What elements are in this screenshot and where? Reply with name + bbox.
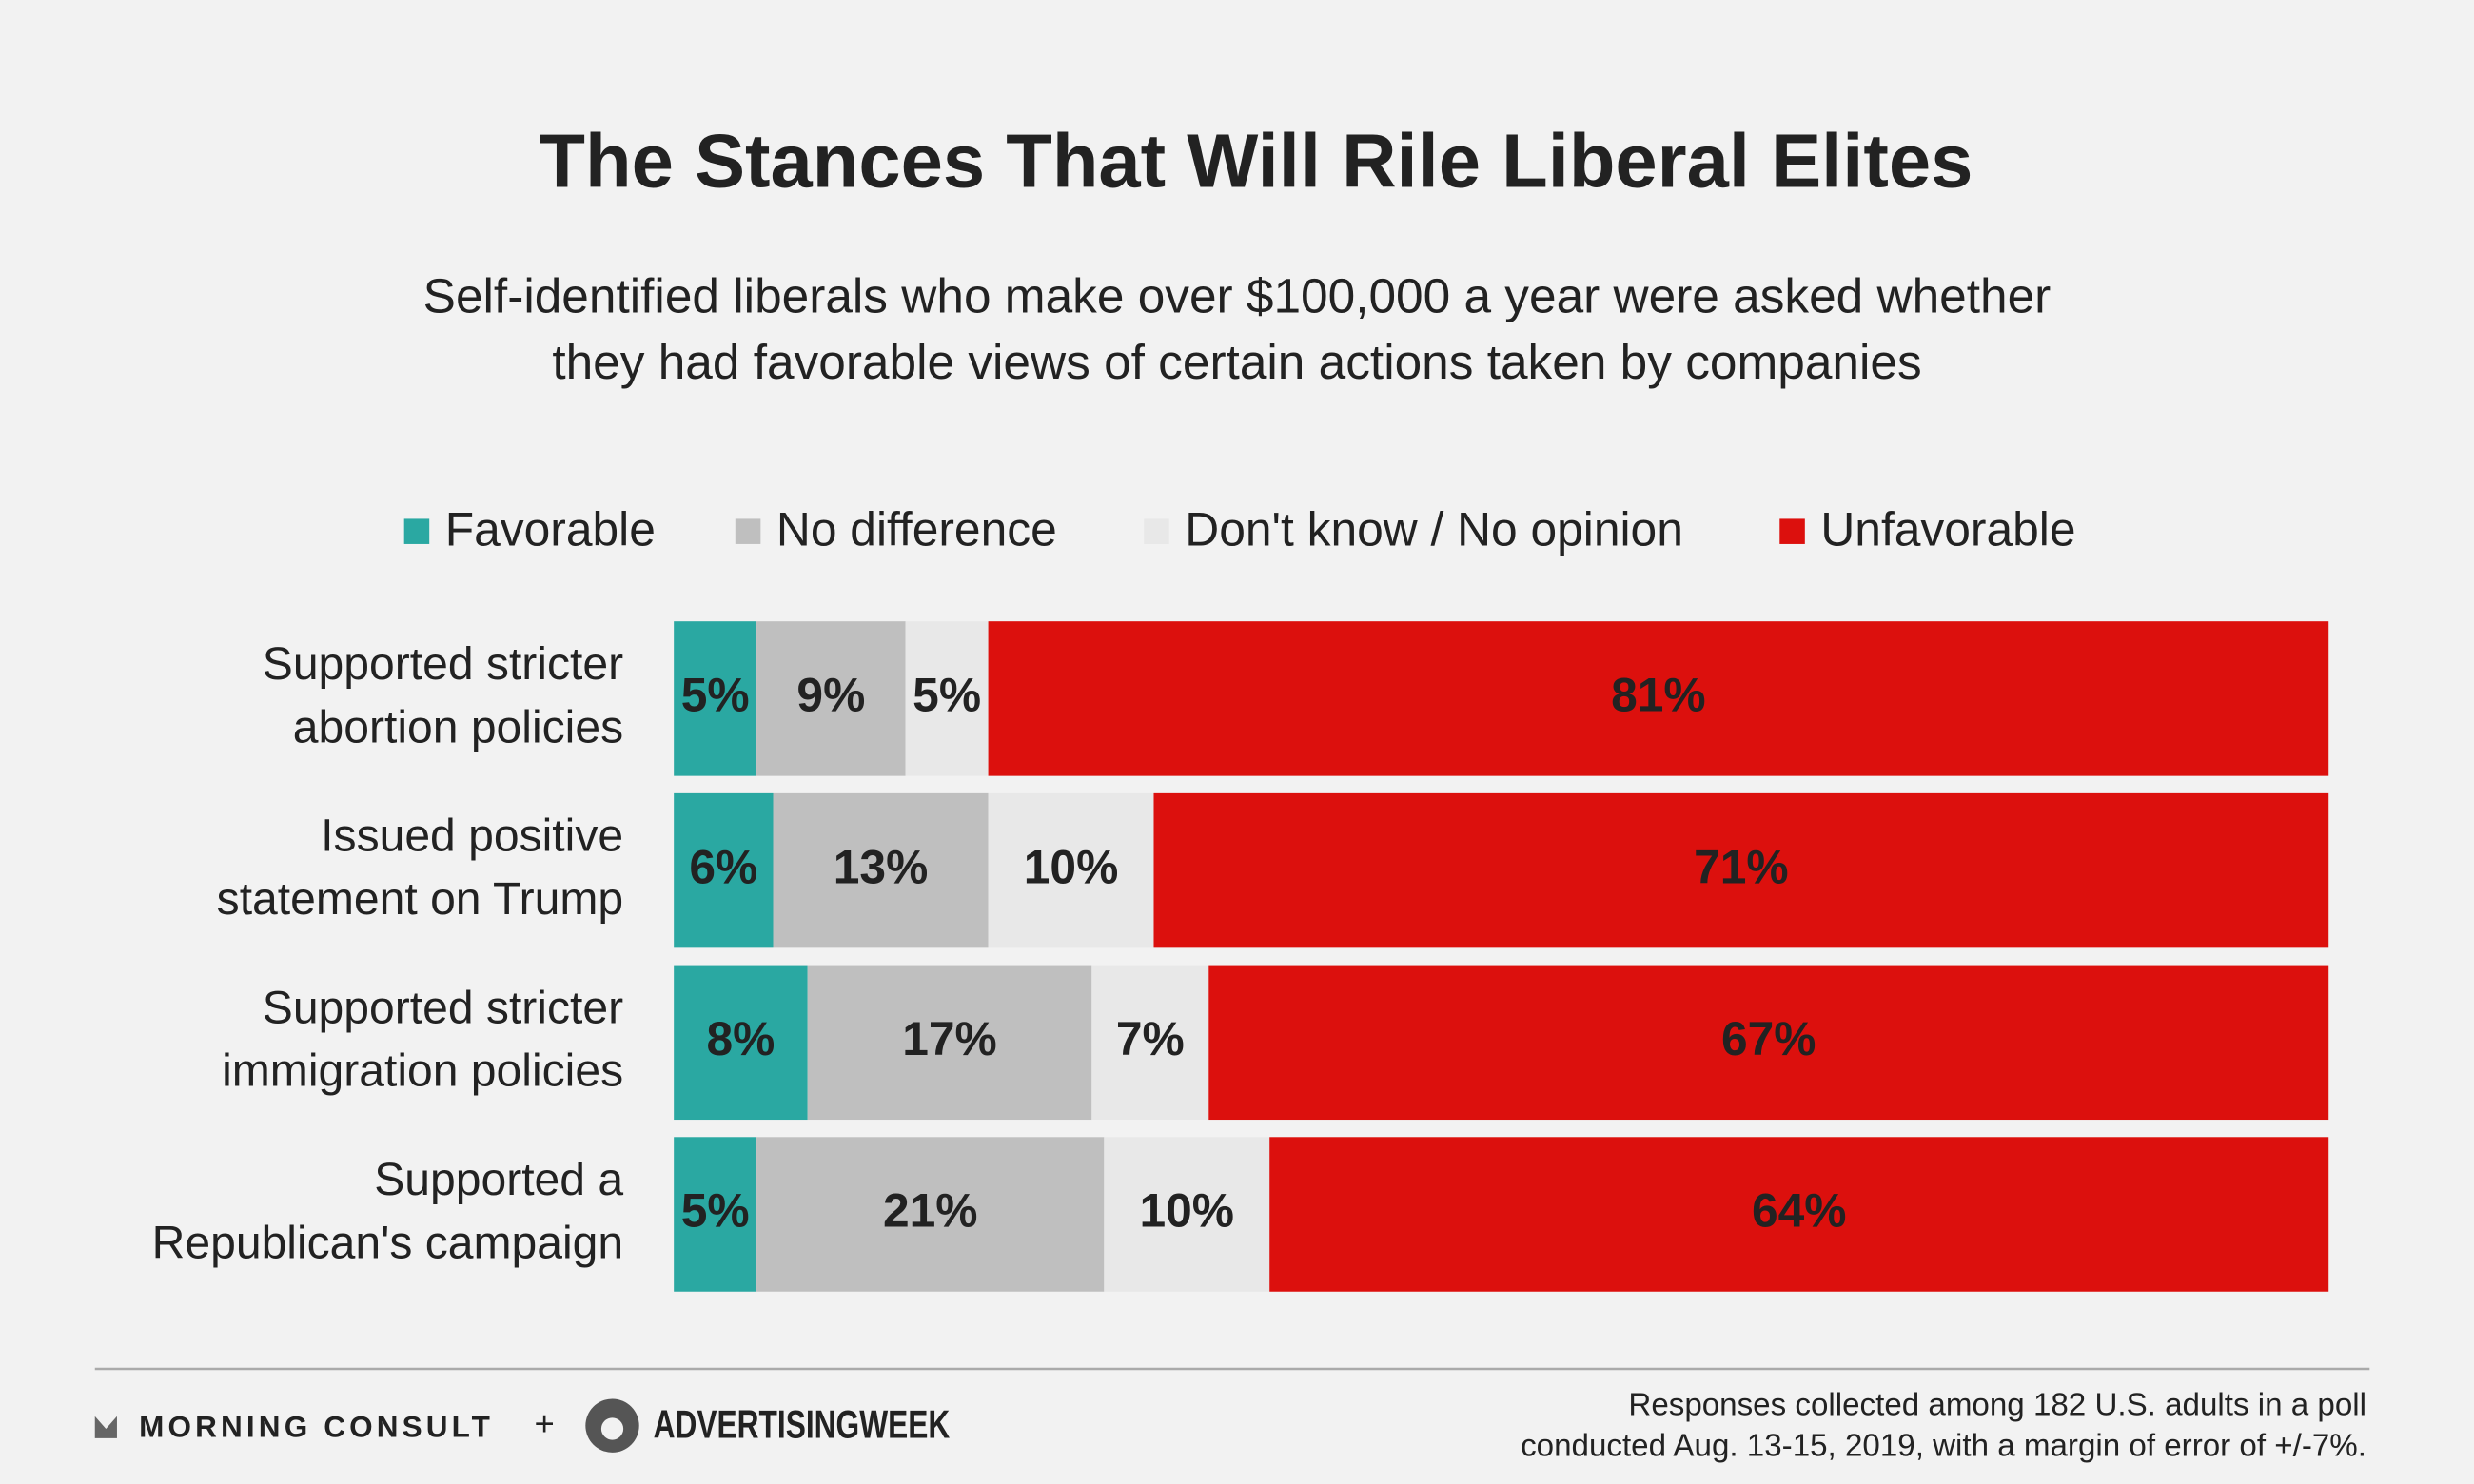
data-label: 5% <box>681 1184 750 1238</box>
data-label: 9% <box>796 669 865 722</box>
bar-segment <box>905 621 989 776</box>
data-label: 17% <box>902 1012 997 1065</box>
category-label: Supported a <box>374 1154 623 1205</box>
source-note: Responses collected among 182 U.S. adult… <box>1628 1388 2366 1423</box>
data-label: 71% <box>1694 840 1789 893</box>
chart-title: The Stances That Will Rile Liberal Elite… <box>539 119 1973 204</box>
bar-segment <box>988 621 2329 776</box>
data-label: 13% <box>834 840 929 893</box>
subtitle: Self-identified liberals who make over $… <box>423 268 2052 323</box>
legend-swatch <box>1779 518 1805 544</box>
bar-segment <box>1269 1137 2329 1292</box>
bar-segment <box>756 621 906 776</box>
brand: ADVERTISINGWEEK <box>654 1401 951 1446</box>
category-label: immigration policies <box>222 1045 623 1097</box>
legend-swatch <box>403 518 430 544</box>
bar-segment <box>1104 1137 1270 1292</box>
data-label: 21% <box>883 1184 978 1238</box>
legend-label: Favorable <box>445 502 656 556</box>
data-label: 8% <box>706 1012 775 1065</box>
data-label: 64% <box>1752 1184 1847 1238</box>
data-label: 6% <box>689 840 757 893</box>
category-label: Issued positive <box>321 810 623 862</box>
bar-segment <box>807 965 1092 1121</box>
data-label: 67% <box>1721 1012 1816 1065</box>
bar-segment <box>674 1137 757 1292</box>
legend-swatch <box>1144 518 1169 544</box>
category-label: Supported stricter <box>263 982 623 1033</box>
category-label: Supported stricter <box>263 638 623 690</box>
data-label: 81% <box>1611 669 1706 722</box>
data-label: 10% <box>1140 1184 1235 1238</box>
legend-swatch <box>735 518 761 544</box>
bar-segment <box>988 792 1154 948</box>
bar-segment <box>674 792 774 948</box>
data-label: 5% <box>681 669 750 722</box>
bar-segment <box>674 621 757 776</box>
source-note: conducted Aug. 13-15, 2019, with a margi… <box>1521 1429 2366 1464</box>
bar-segment <box>1153 792 2329 948</box>
bar-segment <box>773 792 989 948</box>
category-label: Republican's campaign <box>152 1217 623 1268</box>
data-label: 10% <box>1024 840 1119 893</box>
logo-icon <box>600 1417 624 1440</box>
category-label: statement on Trump <box>217 873 623 925</box>
legend-label: No difference <box>776 502 1057 556</box>
logo-icon <box>94 1416 117 1438</box>
bar-segment <box>1208 965 2329 1121</box>
plus: + <box>535 1403 555 1442</box>
bar-segment <box>756 1137 1105 1292</box>
subtitle: they had favorable views of certain acti… <box>552 334 1921 389</box>
brand: MORNING CONSULT <box>139 1409 494 1443</box>
data-label: 7% <box>1116 1012 1185 1065</box>
legend-label: Don't know / No opinion <box>1185 502 1683 556</box>
bar-segment <box>674 965 808 1121</box>
legend-label: Unfavorable <box>1820 502 2075 556</box>
category-label: abortion policies <box>293 701 623 752</box>
data-label: 5% <box>913 669 981 722</box>
bar-segment <box>1091 965 1209 1121</box>
